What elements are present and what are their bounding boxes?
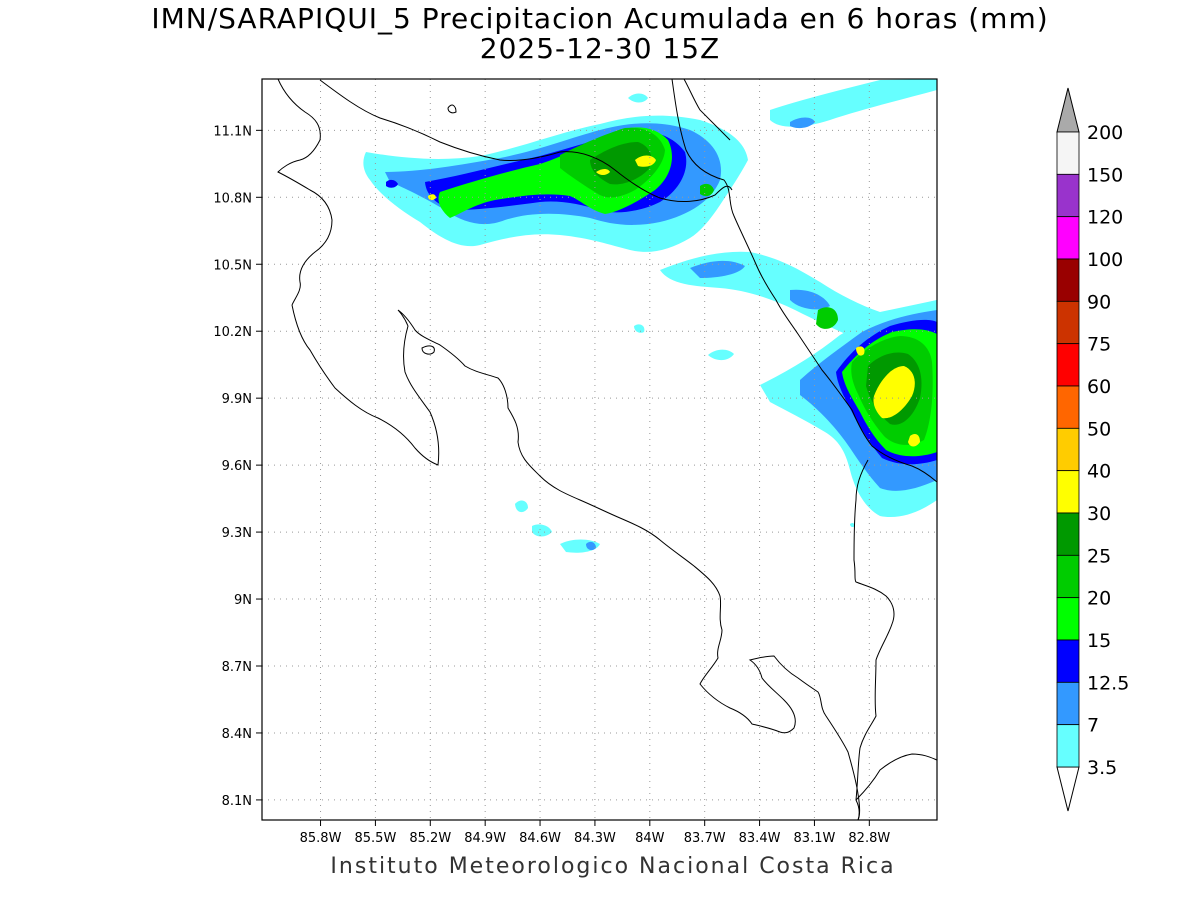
colorbar-label: 40 [1087, 461, 1111, 483]
lat-tick-label: 8.7N [222, 660, 252, 675]
colorbar-swatch [1056, 258, 1080, 302]
precip-streak-ne [770, 79, 937, 127]
colorbar-swatch [1056, 470, 1080, 514]
lat-tick-label: 10.2N [213, 325, 252, 340]
colorbar-swatch [1056, 300, 1080, 345]
precip-area-se-30 [873, 366, 915, 419]
colorbar-label: 30 [1087, 503, 1111, 525]
colorbar-label: 15 [1087, 630, 1111, 652]
lon-tick-label: 84.9W [464, 831, 506, 846]
coastlines [277, 79, 937, 820]
latitude-labels: 11.1N 10.8N 10.5N 10.2N 9.9N 9.6N 9.3N 9N 8.7N 8.… [213, 124, 252, 809]
colorbar-swatch [1056, 343, 1080, 387]
lat-tick-label: 8.1N [222, 794, 252, 809]
lon-tick-label: 84W [635, 831, 665, 846]
credit-line: Instituto Meteorologico Nacional Costa R… [330, 854, 896, 879]
lat-tick-label: 9N [234, 593, 252, 608]
lat-tick-label: 9.9N [222, 392, 252, 407]
gridlines [256, 79, 937, 826]
map-frame [261, 78, 938, 821]
costa-rica-gulf-island [421, 345, 435, 355]
colorbar-swatch [1056, 681, 1080, 726]
lon-tick-label: 83.1W [794, 831, 836, 846]
panama-coast [855, 753, 937, 801]
colorbar-swatch [1056, 427, 1080, 472]
precip-area-north-30c [428, 194, 436, 201]
panama-caribbean-border [683, 79, 731, 141]
lon-tick-label: 83.7W [684, 831, 726, 846]
precip-spot-central-4 [634, 324, 645, 333]
colorbar-label: 7 [1087, 715, 1099, 737]
colorbar-swatch [1056, 216, 1080, 260]
colorbar-label: 25 [1087, 545, 1111, 567]
longitude-labels: 85.8W 85.5W 85.2W 84.9W 84.6W 84.3W 84W 83.7W 83… [300, 831, 891, 846]
precip-spot-central-3-blue [586, 541, 596, 551]
colorbar-label: 120 [1087, 207, 1123, 229]
colorbar-arrow-bottom [1056, 766, 1080, 812]
colorbar-label: 150 [1087, 164, 1123, 186]
colorbar-swatch [1056, 724, 1080, 768]
precipitation-fields [363, 79, 937, 553]
precip-area-north-30b [596, 169, 610, 175]
precip-spot-central-1 [515, 500, 528, 513]
precip-spot-nicaragua-border [700, 183, 714, 197]
lat-tick-label: 8.4N [222, 727, 252, 742]
colorbar-label: 200 [1087, 122, 1123, 144]
colorbar-label: 20 [1087, 588, 1111, 610]
colorbar-swatch [1056, 385, 1080, 429]
precip-streak-ne2 [628, 93, 648, 103]
lon-tick-label: 85.8W [300, 831, 342, 846]
colorbar-arrow-top [1056, 87, 1080, 133]
precip-spot-central-5 [708, 349, 734, 361]
colorbar-label: 75 [1087, 334, 1111, 356]
colorbar-label: 3.5 [1087, 757, 1117, 779]
lon-tick-label: 85.5W [355, 831, 397, 846]
colorbar-label: 50 [1087, 418, 1111, 440]
lon-tick-label: 82.8W [848, 831, 890, 846]
lon-tick-label: 84.3W [574, 831, 616, 846]
precip-streak-mid-blue2 [790, 289, 830, 310]
colorbar-label: 100 [1087, 249, 1123, 271]
colorbar-swatch [1056, 173, 1080, 218]
precip-spot-central-6 [850, 522, 855, 528]
colorbar-swatch [1056, 639, 1080, 683]
precip-spot-west [386, 179, 398, 188]
colorbar: 200 150 120 100 90 75 60 50 40 30 25 20 15 12.5 7 3.5 [1056, 87, 1129, 812]
colorbar-swatch [1056, 554, 1080, 599]
lon-tick-label: 85.2W [409, 831, 451, 846]
precip-area-se-30c [856, 346, 865, 356]
precip-area-north-30 [635, 155, 656, 167]
lon-tick-label: 83.4W [739, 831, 781, 846]
costa-rica-panama-border [853, 459, 895, 820]
colorbar-swatch [1056, 597, 1080, 641]
map-title: IMN/SARAPIQUI_5 Precipitacion Acumulada … [151, 2, 1049, 35]
colorbar-label: 90 [1087, 291, 1111, 313]
lat-tick-label: 10.8N [213, 191, 252, 206]
precip-area-se-30b [908, 434, 920, 447]
colorbar-label: 60 [1087, 376, 1111, 398]
map-subtitle: 2025-12-30 15Z [479, 32, 721, 65]
nicaragua-costa-rica-border [319, 79, 733, 203]
nicaragua-lake-islet [447, 104, 457, 114]
lat-tick-label: 9.3N [222, 526, 252, 541]
precip-streak-ne-blue [790, 117, 815, 129]
precip-spot-mid-green [816, 307, 838, 329]
lat-tick-label: 9.6N [222, 459, 252, 474]
precip-spot-central-2 [532, 524, 552, 537]
costa-rica-pacific-coast [291, 304, 860, 820]
colorbar-swatch [1056, 131, 1080, 175]
lat-tick-label: 10.5N [213, 258, 252, 273]
caribbean-coast [671, 79, 937, 483]
colorbar-swatch [1056, 512, 1080, 556]
nicaragua-pacific-coast [277, 79, 333, 306]
lon-tick-label: 84.6W [519, 831, 561, 846]
precip-streak-mid-blue [690, 260, 745, 278]
lat-tick-label: 11.1N [213, 124, 252, 139]
colorbar-label: 12.5 [1087, 672, 1129, 694]
